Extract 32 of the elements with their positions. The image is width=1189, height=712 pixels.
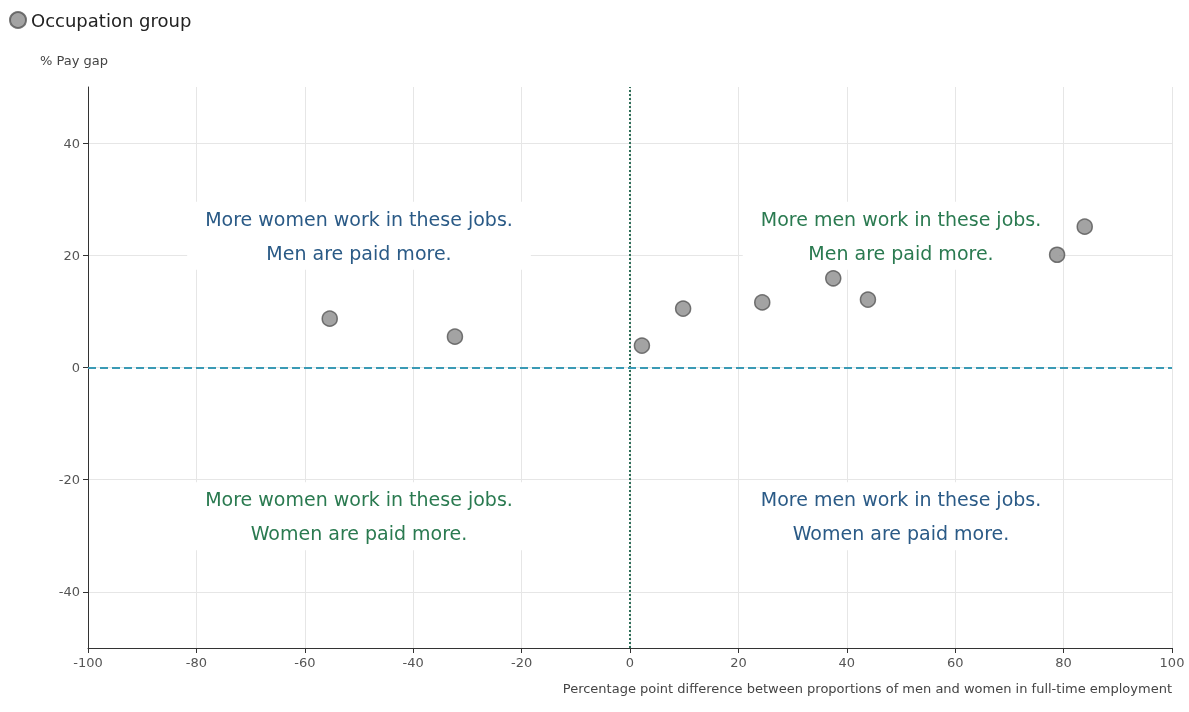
annotation: More women work in these jobs. Men are paid more.	[205, 207, 513, 264]
x-tick-label: -60	[294, 655, 316, 670]
x-tick-label: -80	[185, 655, 208, 670]
x-tick-label: 20	[730, 655, 747, 670]
annotation: More women work in these jobs. Women are paid more.	[205, 488, 513, 545]
y-axis-title: % Pay gap	[40, 53, 109, 68]
point	[825, 270, 842, 287]
annotation: More men work in these jobs. Men are paid more.	[760, 207, 1042, 264]
x-tick-label: 60	[946, 655, 964, 670]
y-tick-label: 0	[71, 360, 80, 375]
x-axis-title: Percentage point difference between proportions of men and women in full-time employment	[562, 681, 1172, 696]
point	[1076, 218, 1093, 235]
x-tick-label: -20	[510, 655, 533, 670]
y-tick-label: 20	[63, 247, 80, 263]
x-tick-label: -40	[402, 655, 424, 670]
x-tick-label: 80	[1055, 655, 1072, 670]
point	[321, 310, 338, 327]
point	[859, 291, 877, 308]
point	[754, 294, 771, 311]
y-tick-label: -40	[58, 584, 80, 600]
x-tick-label: 40	[838, 655, 856, 670]
x-tick-label: 0	[625, 655, 635, 670]
annotation: More men work in these jobs. Women are paid more.	[760, 488, 1042, 545]
y-tick-label: -20	[58, 472, 80, 488]
point	[1048, 246, 1066, 263]
x-tick-label: 100	[1159, 655, 1185, 670]
point	[633, 337, 651, 354]
point	[674, 300, 692, 317]
legend-label: Occupation group	[31, 9, 192, 31]
x-tick-label: -100	[73, 655, 103, 670]
y-tick-label: 40	[63, 135, 80, 151]
point	[446, 328, 464, 345]
